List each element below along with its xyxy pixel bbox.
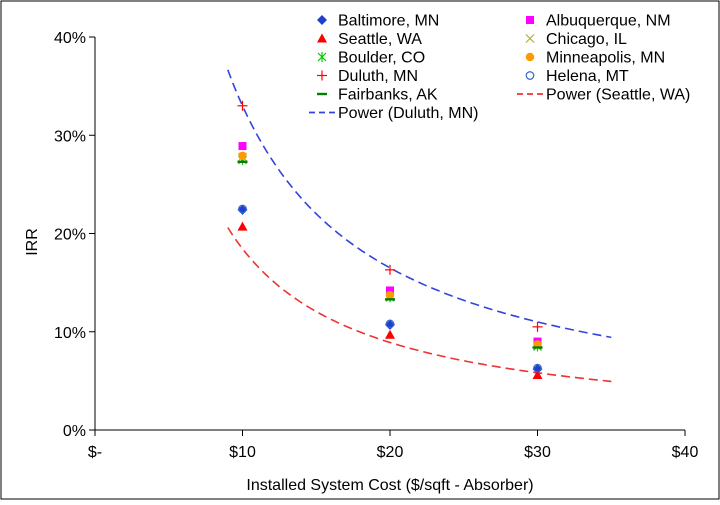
legend-label: Power (Duluth, MN)	[338, 105, 478, 122]
triangle-marker	[237, 221, 248, 231]
legend-label: Chicago, IL	[546, 31, 627, 48]
series	[238, 204, 542, 373]
open-circle-marker	[525, 71, 535, 80]
legend: Baltimore, MN Albuquerque, NM Seattle, WA C…	[309, 13, 690, 122]
legend-symbol	[317, 33, 327, 43]
legend-symbol	[526, 16, 534, 24]
x-tick-label: $20	[377, 444, 404, 461]
square-marker	[526, 16, 534, 24]
y-tick-label: 10%	[54, 325, 86, 342]
data-point	[385, 329, 395, 339]
legend-label: Duluth, MN	[338, 68, 418, 85]
legend-entry: Fairbanks, AK	[317, 87, 438, 104]
legend-symbol	[525, 52, 535, 62]
y-tick-label: 40%	[54, 30, 86, 47]
data-point	[238, 204, 247, 214]
y-tick-label: 30%	[54, 128, 86, 145]
legend-entry: Baltimore, MN	[317, 13, 439, 30]
legend-label: Minneapolis, MN	[546, 50, 665, 67]
x-axis-label: Installed System Cost ($/sqft - Absorber…	[246, 477, 533, 494]
legend-symbol	[317, 15, 327, 25]
legend-entry: Boulder, CO	[317, 50, 425, 67]
triangle-marker	[317, 33, 327, 43]
data-points	[237, 100, 543, 379]
legend-entry: Chicago, IL	[525, 31, 627, 48]
circle-marker	[385, 291, 395, 300]
legend-label: Helena, MT	[546, 68, 629, 85]
y-tick-label: 20%	[54, 227, 86, 244]
triangle-marker	[532, 369, 543, 379]
x-tick-label: $-	[88, 444, 102, 461]
data-point	[385, 319, 395, 329]
legend-label: Boulder, CO	[338, 50, 425, 67]
open-circle-marker	[385, 319, 395, 329]
legend-entry: Seattle, WA	[317, 31, 422, 48]
triangle-marker	[385, 329, 395, 339]
data-point	[237, 100, 248, 111]
legend-entry: Power (Duluth, MN)	[309, 105, 478, 122]
circle-marker	[525, 52, 535, 62]
legend-label: Power (Seattle, WA)	[546, 87, 690, 104]
open-circle-marker	[238, 204, 247, 214]
series	[238, 151, 542, 349]
x-marker-stroke	[525, 34, 535, 43]
legend-entry: Duluth, MN	[317, 68, 418, 85]
data-point	[386, 286, 394, 295]
x-tick-label: $10	[229, 444, 256, 461]
square-marker	[238, 142, 247, 151]
legend-label: Baltimore, MN	[338, 13, 439, 30]
legend-symbol	[317, 70, 327, 81]
data-point	[532, 369, 543, 379]
data-point	[385, 291, 395, 300]
square-marker	[386, 286, 394, 295]
data-point	[385, 264, 395, 275]
circle-marker	[238, 151, 247, 161]
legend-entry: Albuquerque, NM	[526, 13, 671, 30]
trendline	[227, 69, 612, 339]
legend-symbol	[317, 52, 327, 62]
legend-symbol	[525, 34, 535, 43]
series	[237, 100, 543, 332]
legend-label: Albuquerque, NM	[546, 13, 671, 30]
data-point	[533, 363, 542, 373]
legend-entry: Power (Seattle, WA)	[517, 87, 690, 104]
legend-symbol	[525, 71, 535, 80]
trendline	[227, 227, 612, 383]
series	[237, 160, 543, 349]
trendlines	[227, 69, 612, 383]
y-axis-label: IRR	[24, 228, 41, 256]
data-point	[237, 221, 248, 231]
y-tick-label: 0%	[63, 423, 86, 440]
data-point	[532, 321, 543, 332]
open-circle-marker	[533, 363, 542, 373]
diamond-marker	[317, 15, 327, 25]
axes: 0% 10% 20% 30% 40% $- $10 $20 $30 $40	[54, 30, 698, 461]
x-tick-label: $40	[672, 444, 699, 461]
legend-label: Fairbanks, AK	[338, 87, 438, 104]
data-point	[238, 151, 247, 161]
series	[237, 221, 543, 379]
legend-entry: Minneapolis, MN	[525, 50, 665, 67]
data-point	[238, 142, 247, 151]
legend-label: Seattle, WA	[338, 31, 422, 48]
x-tick-label: $30	[524, 444, 551, 461]
legend-entry: Helena, MT	[525, 68, 629, 85]
